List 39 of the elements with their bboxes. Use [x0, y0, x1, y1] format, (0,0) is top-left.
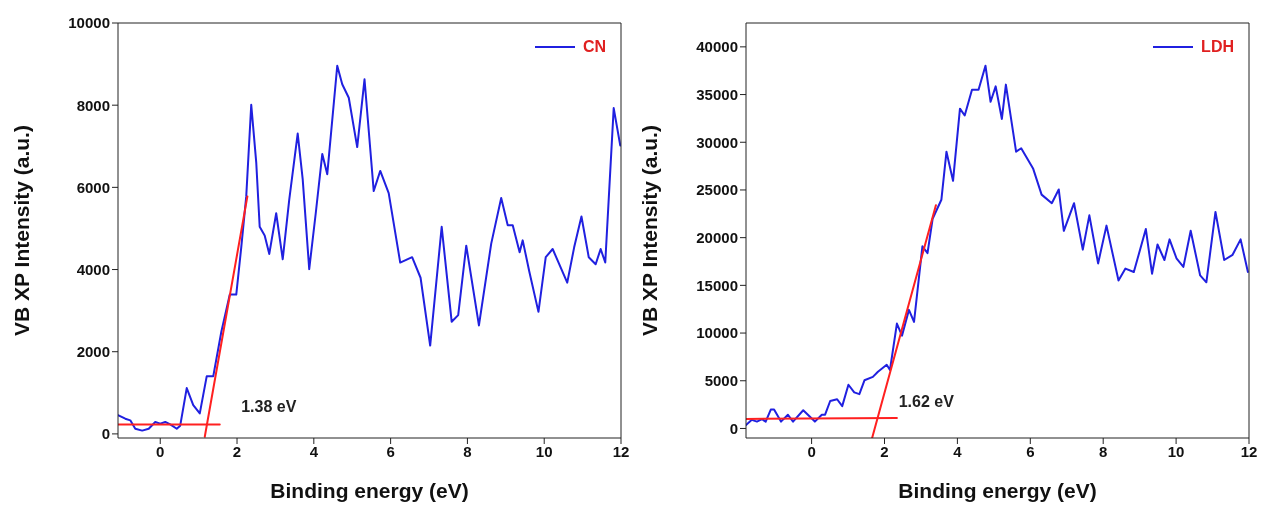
- x-tick-label: 0: [156, 442, 165, 460]
- legend-label: CN: [582, 38, 606, 56]
- x-tick-label: 4: [953, 442, 963, 460]
- y-tick-label: 0: [729, 419, 738, 437]
- x-tick-label: 4: [309, 442, 319, 460]
- line-series: [118, 64, 621, 432]
- y-tick-label: 6000: [76, 178, 110, 196]
- y-tick-label: 15000: [696, 276, 738, 294]
- x-tick-label: 2: [232, 442, 242, 460]
- y-tick-label: 35000: [696, 85, 738, 103]
- line-series: [746, 64, 1249, 427]
- x-tick-label: 8: [1099, 442, 1108, 460]
- y-tick-label: 30000: [696, 133, 738, 151]
- legend-label: LDH: [1201, 38, 1234, 56]
- x-tick-label: 0: [807, 442, 816, 460]
- y-axis-title: VB XP Intensity (a.u.): [10, 125, 34, 336]
- x-tick-label: 6: [386, 442, 395, 460]
- y-tick-label: 0: [101, 425, 110, 443]
- y-tick-label: 4000: [76, 260, 110, 278]
- y-tick-label: 25000: [696, 181, 738, 199]
- annotation: 1.38 eV: [241, 398, 297, 416]
- y-tick-label: 10000: [68, 14, 110, 32]
- y-tick-label: 10000: [696, 324, 738, 342]
- y-tick-label: 40000: [696, 38, 738, 56]
- x-axis-title: Binding energy (eV): [898, 479, 1097, 502]
- y-tick-label: 5000: [704, 372, 738, 390]
- y-tick-label: 2000: [76, 343, 110, 361]
- x-tick-label: 6: [1026, 442, 1035, 460]
- y-axis-title: VB XP Intensity (a.u.): [638, 125, 662, 336]
- annotation: 1.62 eV: [898, 392, 955, 410]
- y-tick-label: 20000: [696, 228, 738, 246]
- x-tick-label: 12: [612, 442, 630, 460]
- x-tick-label: 2: [880, 442, 889, 460]
- x-tick-label: 12: [1240, 442, 1258, 460]
- x-tick-label: 10: [1167, 442, 1185, 460]
- y-tick-label: 8000: [76, 96, 110, 114]
- x-axis-title: Binding energy (eV): [270, 479, 469, 502]
- x-tick-label: 10: [535, 442, 553, 460]
- x-tick-label: 8: [463, 442, 472, 460]
